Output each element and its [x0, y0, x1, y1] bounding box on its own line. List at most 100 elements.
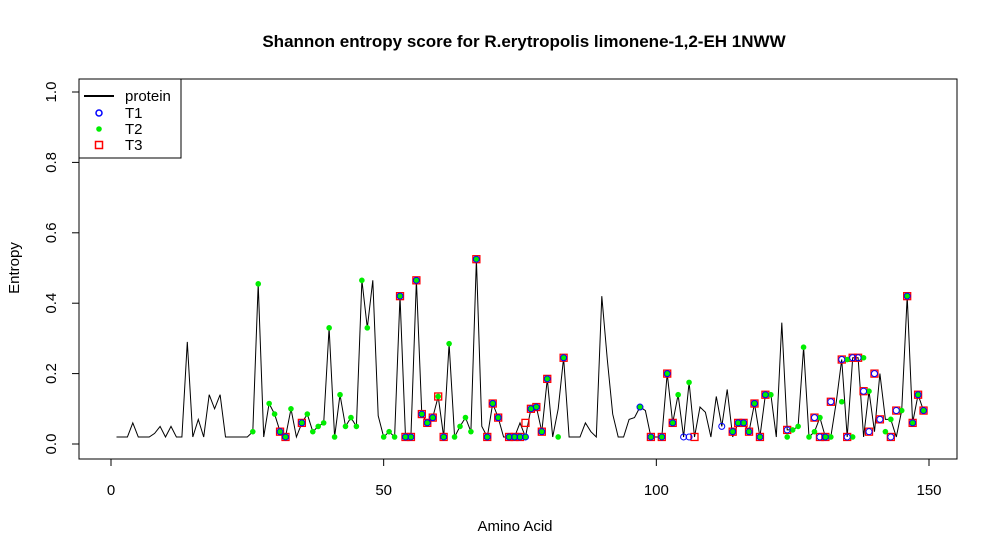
- t2-point: [806, 434, 812, 440]
- t2-point: [789, 427, 796, 433]
- t2-point: [326, 325, 332, 331]
- y-tick-label: 0.0: [43, 434, 60, 455]
- t2-point: [838, 398, 845, 405]
- x-axis-label: Amino Acid: [477, 518, 552, 535]
- legend-swatch-t2: [96, 126, 102, 132]
- t2-point: [309, 428, 316, 435]
- t2-point: [909, 420, 916, 426]
- t2-point: [468, 428, 474, 435]
- t2-point: [397, 293, 403, 299]
- t1-point: [418, 410, 426, 418]
- t2-point: [882, 428, 889, 435]
- t1-point: [538, 428, 546, 436]
- t2-point: [664, 370, 671, 377]
- t2-point: [337, 391, 343, 398]
- t1-point: [756, 433, 764, 441]
- t2-point: [533, 404, 540, 410]
- t2-point: [822, 434, 829, 440]
- t1-point: [505, 433, 513, 441]
- t2-point: [817, 414, 823, 421]
- t2-point: [762, 391, 769, 398]
- t1-point: [914, 391, 922, 399]
- t1-point: [440, 433, 448, 441]
- t1-point: [494, 414, 502, 422]
- t2-point: [784, 434, 791, 440]
- t1-point: [734, 419, 742, 427]
- t1-point: [489, 400, 497, 408]
- t1-point: [521, 433, 529, 441]
- t2-point: [849, 434, 856, 440]
- t2-point: [364, 325, 371, 331]
- t1-point: [680, 433, 688, 441]
- t1-point: [560, 354, 568, 362]
- t1-point: [783, 426, 791, 434]
- t3-point: [521, 418, 530, 428]
- t2-point: [320, 420, 327, 426]
- t1-point: [483, 433, 491, 441]
- t2-point: [920, 407, 927, 414]
- t1-point: [750, 400, 758, 408]
- t2-point: [391, 434, 398, 440]
- t3-point: [434, 392, 443, 401]
- t1-point: [636, 403, 644, 411]
- t2-point: [282, 434, 289, 440]
- t2-point: [331, 434, 338, 440]
- t2-point: [506, 434, 512, 440]
- t2-point: [844, 356, 850, 363]
- x-tick-label: 100: [644, 482, 669, 499]
- t2-point: [751, 400, 758, 407]
- t2-point: [658, 434, 665, 440]
- t2-point: [348, 414, 354, 421]
- legend-label: T3: [125, 137, 143, 154]
- t2-point: [353, 423, 360, 430]
- t1-point: [870, 370, 878, 378]
- t1-point: [816, 433, 824, 441]
- x-tick-label: 150: [916, 482, 941, 499]
- t1-point: [407, 433, 415, 441]
- x-tick-label: 0: [107, 482, 115, 499]
- t2-point: [915, 391, 921, 398]
- t2-point: [429, 414, 436, 421]
- t1-point: [865, 428, 873, 436]
- t2-point: [828, 434, 834, 440]
- t2-point: [413, 277, 420, 284]
- t2-point: [648, 434, 654, 440]
- t1-point: [543, 375, 551, 383]
- t1-point: [685, 433, 693, 441]
- t1-point: [429, 414, 437, 422]
- legend-label: T2: [125, 121, 143, 138]
- t1-point: [729, 428, 737, 436]
- t2-point: [386, 428, 392, 435]
- chart-title: Shannon entropy score for R.erytropolis …: [262, 32, 786, 51]
- t2-point: [299, 420, 305, 426]
- t2-point: [555, 434, 561, 440]
- t2-point: [795, 423, 801, 430]
- t1-point: [282, 433, 290, 441]
- t2-point: [675, 391, 681, 398]
- t1-point: [849, 354, 857, 362]
- t1-point: [761, 391, 769, 399]
- t2-point: [266, 400, 272, 407]
- t2-point: [255, 281, 262, 287]
- t2-point: [560, 354, 567, 361]
- t2-point: [342, 423, 349, 430]
- t1-point: [876, 415, 884, 423]
- t2-point: [424, 420, 431, 426]
- t1-point: [843, 433, 851, 441]
- t2-point: [408, 434, 414, 440]
- t2-point: [440, 434, 447, 440]
- t2-point: [539, 428, 545, 435]
- t2-point: [860, 354, 867, 361]
- y-axis: 0.0 0.2 0.4 0.6 0.8 1.0: [43, 82, 80, 455]
- series-layer: [116, 255, 928, 442]
- t1-point: [276, 428, 284, 436]
- t2-point: [528, 406, 534, 412]
- t2-point: [768, 391, 774, 398]
- t2-point: [888, 416, 894, 423]
- t2-point: [735, 420, 741, 426]
- legend-swatch-t1: [95, 109, 103, 117]
- t2-point: [462, 414, 469, 421]
